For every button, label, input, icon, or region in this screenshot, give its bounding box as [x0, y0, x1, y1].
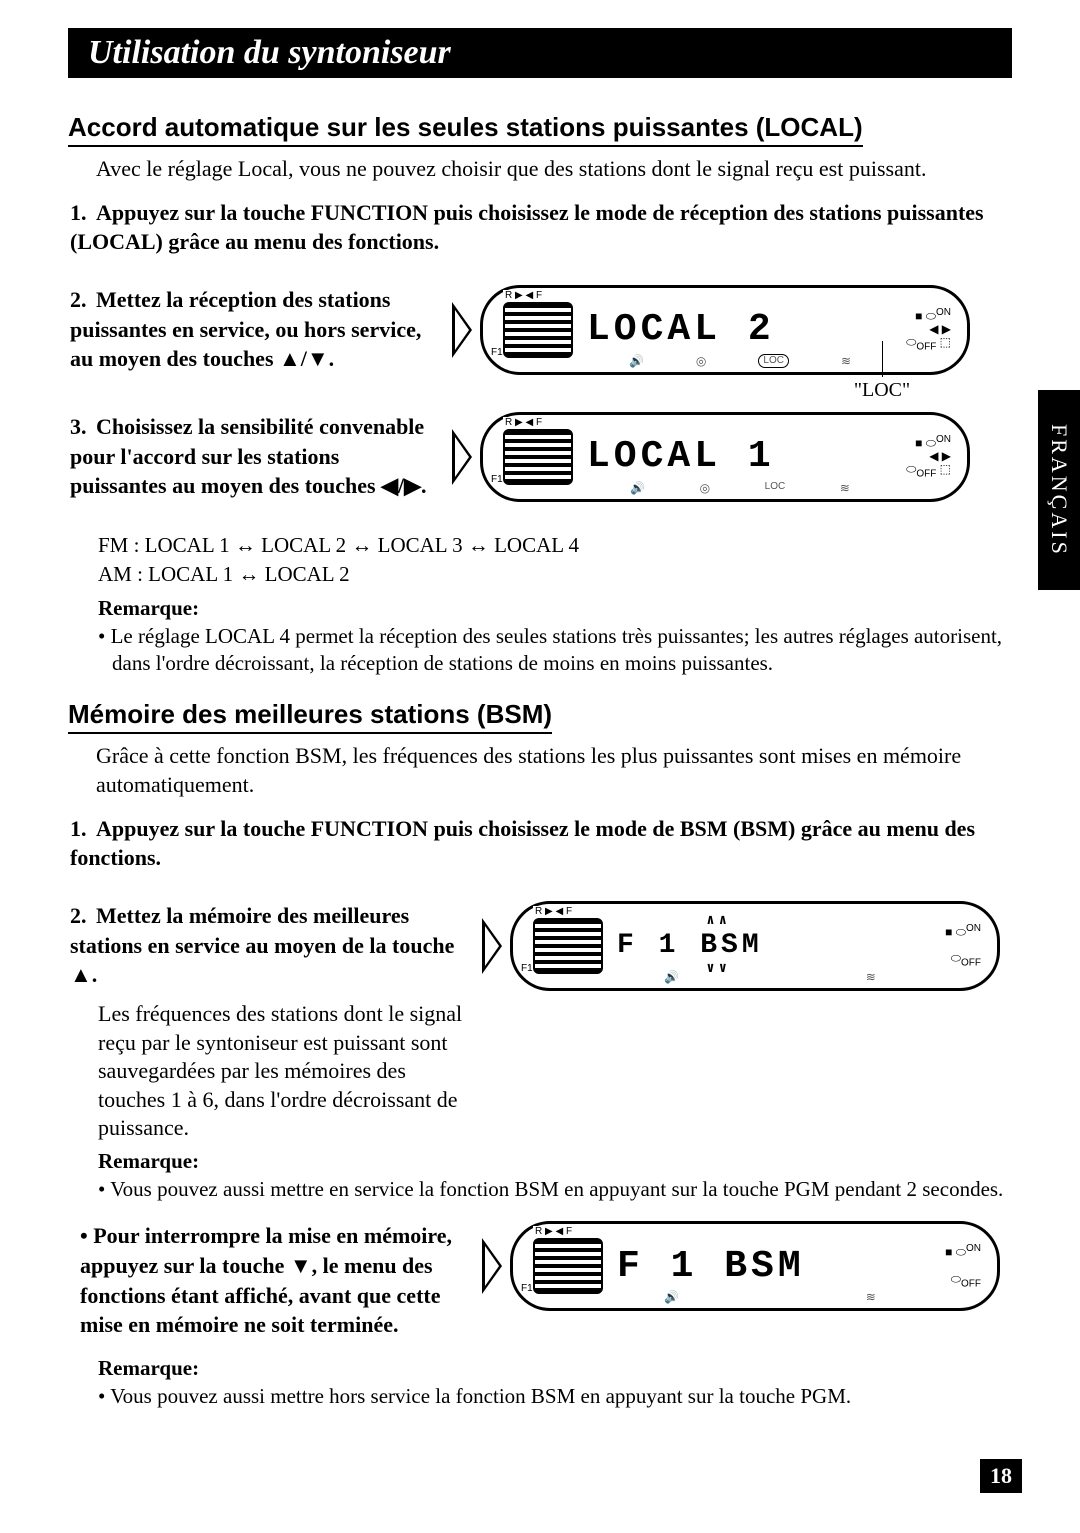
- step-number: 3.: [70, 412, 96, 442]
- language-tab: FRANÇAIS: [1038, 390, 1080, 590]
- lcd-bottom-icons: 🔊≋: [633, 970, 907, 984]
- lcd-bottom-icons: 🔊◎LOC≋: [603, 481, 877, 495]
- bsm-step-2-text: Mettez la mémoire des meilleures station…: [70, 903, 454, 987]
- lcd-mode-icon: [503, 302, 573, 358]
- local-step-1-text: Appuyez sur la touche FUNCTION puis choi…: [70, 200, 984, 255]
- bsm-step-2-body: Les fréquences des stations dont le sign…: [98, 1000, 468, 1143]
- step-number: 2.: [70, 285, 96, 315]
- section-bsm: Mémoire des meilleures stations (BSM) Gr…: [68, 699, 1012, 1410]
- step-number: 1.: [70, 814, 96, 844]
- lcd-bottom-icons: 🔊≋: [633, 1290, 907, 1304]
- section-local-heading: Accord automatique sur les seules statio…: [68, 112, 863, 147]
- lcd-text: LOCAL 1: [587, 435, 947, 478]
- local-step-2-text: Mettez la réception des stations puissan…: [70, 287, 421, 371]
- lcd-mode-icon: [533, 918, 603, 974]
- lcd-text: F 1 BSM: [617, 930, 977, 961]
- loc-indicator-label: "LOC": [752, 379, 1012, 402]
- lcd-display-local-1: LOCAL 1 🔊◎LOC≋ ■ ⬭ON◀ ▶⬭OFF ⬚: [452, 412, 1012, 502]
- page-title-bar: Utilisation du syntoniseur: [68, 28, 1012, 78]
- local-levels-fm: FM : LOCAL 1 ↔ LOCAL 2 ↔ LOCAL 3 ↔ LOCAL…: [98, 531, 1012, 560]
- step-number: 2.: [70, 901, 96, 931]
- lcd-right-icons: ■ ⬭ON⬭OFF: [945, 923, 981, 969]
- local-remarque-text: • Le réglage LOCAL 4 permet la réception…: [98, 623, 1012, 678]
- lcd-text: F 1 BSM: [617, 1245, 977, 1288]
- bsm-interrupt-text: Pour interrompre la mise en mémoire, app…: [80, 1223, 452, 1337]
- section-local-intro: Avec le réglage Local, vous ne pouvez ch…: [96, 155, 1012, 184]
- local-step-2: 2.Mettez la réception des stations puiss…: [70, 285, 438, 374]
- section-local: Accord automatique sur les seules statio…: [68, 112, 1012, 677]
- lcd-right-icons: ■ ⬭ON◀ ▶⬭OFF ⬚: [906, 434, 951, 480]
- bullet-dot: •: [80, 1223, 93, 1248]
- lcd-right-icons: ■ ⬭ON⬭OFF: [945, 1243, 981, 1289]
- bsm-interrupt: • Pour interrompre la mise en mémoire, a…: [80, 1221, 468, 1340]
- page-title: Utilisation du syntoniseur: [88, 34, 451, 71]
- step-number: 1.: [70, 198, 96, 228]
- local-levels: FM : LOCAL 1 ↔ LOCAL 2 ↔ LOCAL 3 ↔ LOCAL…: [98, 531, 1012, 590]
- page-number: 18: [980, 1459, 1022, 1493]
- lcd-display-local-2: LOCAL 2 🔊◎LOC≋ ■ ⬭ON◀ ▶⬭OFF ⬚: [452, 285, 1012, 375]
- local-step-3: 3.Choisissez la sensibilité convenable p…: [70, 412, 438, 501]
- section-bsm-heading: Mémoire des meilleures stations (BSM): [68, 699, 552, 734]
- bsm-remarque2-text: • Vous pouvez aussi mettre hors service …: [98, 1383, 1012, 1410]
- bsm-step-2: 2.Mettez la mémoire des meilleures stati…: [70, 901, 468, 990]
- remarque-label: Remarque:: [98, 1149, 1012, 1174]
- lcd-text: LOCAL 2: [587, 308, 947, 351]
- local-step-1: 1.Appuyez sur la touche FUNCTION puis ch…: [70, 198, 1012, 257]
- lcd-mode-icon: [503, 429, 573, 485]
- local-step-3-text: Choisissez la sensibilité convenable pou…: [70, 414, 427, 498]
- lcd-right-icons: ■ ⬭ON◀ ▶⬭OFF ⬚: [906, 307, 951, 353]
- bsm-step-1-text: Appuyez sur la touche FUNCTION puis choi…: [70, 816, 975, 871]
- lcd-display-bsm-on: F 1 BSM 🔊≋ ■ ⬭ON⬭OFF: [482, 901, 1012, 991]
- remarque-label: Remarque:: [98, 596, 1012, 621]
- lcd-mode-icon: [533, 1238, 603, 1294]
- bsm-step-1: 1.Appuyez sur la touche FUNCTION puis ch…: [70, 814, 1012, 873]
- local-levels-am: AM : LOCAL 1 ↔ LOCAL 2: [98, 560, 1012, 589]
- section-bsm-intro: Grâce à cette fonction BSM, les fréquenc…: [96, 742, 1012, 799]
- bsm-remarque1-text: • Vous pouvez aussi mettre en service la…: [98, 1176, 1012, 1203]
- remarque-label: Remarque:: [98, 1356, 1012, 1381]
- lcd-display-bsm-off: F 1 BSM 🔊≋ ■ ⬭ON⬭OFF: [482, 1221, 1012, 1311]
- lcd-bottom-icons: 🔊◎LOC≋: [603, 354, 877, 368]
